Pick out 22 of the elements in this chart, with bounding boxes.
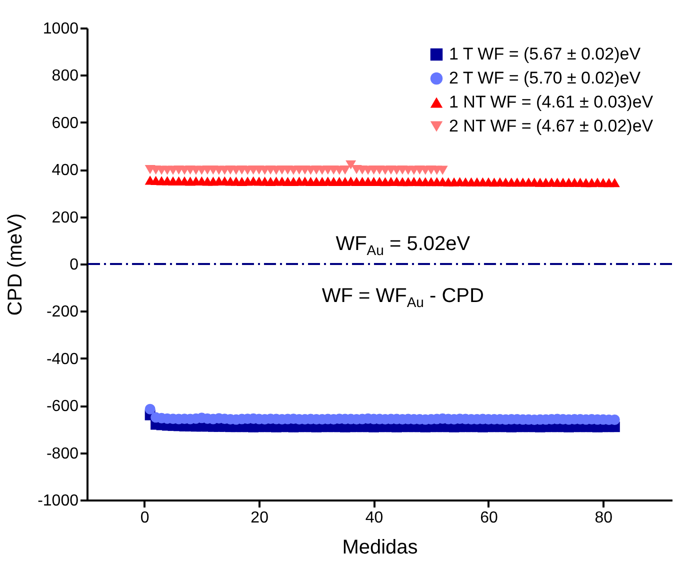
x-tick-label: 20 <box>250 510 269 526</box>
x-axis-title: Medidas <box>342 536 418 558</box>
y-tick-label: 600 <box>52 114 79 132</box>
x-tick-label: 0 <box>140 510 150 526</box>
x-tick-label: 80 <box>594 510 613 526</box>
y-tick-label: 1000 <box>42 20 79 38</box>
y-tick-label: 800 <box>52 68 79 85</box>
legend-label: 2 NT WF = (4.67 ± 0.02)eV <box>449 116 654 136</box>
x-tick-label: 40 <box>365 510 384 526</box>
y-tick-label: -400 <box>46 350 79 368</box>
legend-label: 2 T WF = (5.70 ± 0.02)eV <box>449 68 642 88</box>
y-tick-label: 400 <box>52 162 79 180</box>
y-tick-label: -600 <box>46 398 79 416</box>
x-tick-label: 60 <box>480 510 498 526</box>
legend-label: 1 T WF = (5.67 ± 0.02)eV <box>449 44 642 64</box>
y-tick-label: 200 <box>52 209 79 226</box>
y-tick-label: -800 <box>46 445 79 462</box>
legend-label: 1 NT WF = (4.61 ± 0.03)eV <box>449 92 654 112</box>
y-tick-label: -1000 <box>38 492 79 510</box>
y-tick-label: -200 <box>46 304 79 321</box>
y-tick-label: 0 <box>70 256 79 274</box>
y-axis-title: CPD (meV) <box>4 213 27 316</box>
